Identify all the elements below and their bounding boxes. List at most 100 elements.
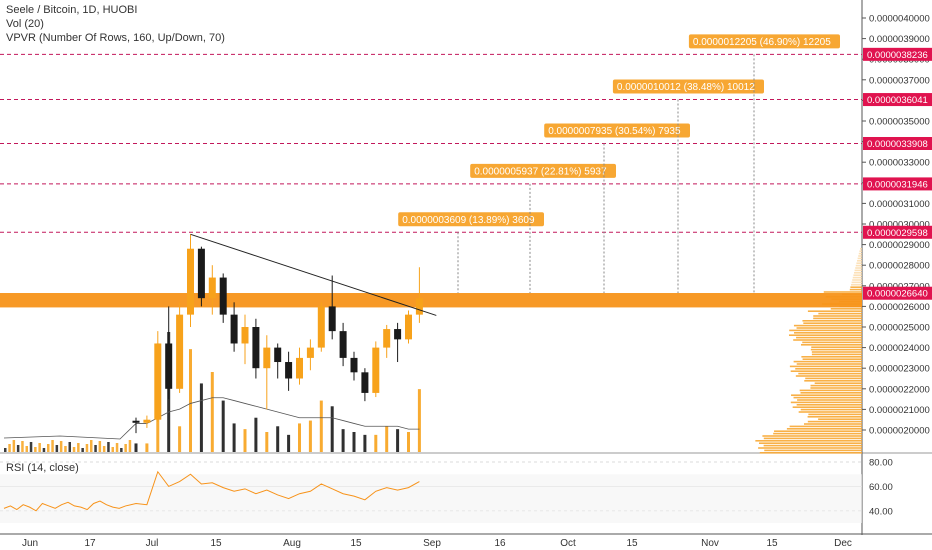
- candle-body[interactable]: [230, 314, 238, 344]
- candle-body[interactable]: [372, 347, 380, 393]
- target-box: [470, 163, 616, 178]
- current-price-label: 0.0000026640: [867, 289, 928, 300]
- price-tick-label: 0.0000025000: [869, 323, 930, 334]
- candle-body[interactable]: [252, 327, 260, 369]
- candle-body[interactable]: [285, 362, 293, 379]
- vpvr-bar: [804, 423, 862, 425]
- candle-body[interactable]: [350, 357, 358, 373]
- candle-body[interactable]: [187, 248, 194, 315]
- candle-body[interactable]: [361, 372, 369, 393]
- volume-bar: [330, 406, 334, 452]
- vpvr-bar: [810, 387, 862, 389]
- level-price-box: [863, 177, 932, 191]
- vpvr-bar: [796, 336, 862, 339]
- vpvr-bar: [807, 420, 862, 423]
- volume-bar: [178, 426, 182, 452]
- price-tick-label: 0.0000023000: [869, 364, 930, 375]
- candle-body[interactable]: [241, 327, 249, 344]
- vpvr-bar: [811, 353, 862, 356]
- candle-body[interactable]: [383, 329, 391, 348]
- volume-bar: [134, 443, 138, 452]
- vpvr-bar: [813, 317, 862, 320]
- vpvr-bar: [804, 380, 862, 382]
- candle-body[interactable]: [317, 306, 325, 348]
- volume-bar: [124, 444, 127, 452]
- time-tick-label: Aug: [283, 538, 301, 549]
- descending-trendline[interactable]: [190, 233, 437, 316]
- chart-title: Seele / Bitcoin, 1D, HUOBI: [6, 4, 138, 16]
- vpvr-bar: [793, 396, 862, 399]
- target-label: 0.0000005937 (22.81%) 5937: [474, 166, 607, 177]
- vpvr-bar: [789, 329, 862, 332]
- vpvr-bar: [758, 442, 862, 444]
- rsi-tick-label: 80.00: [869, 458, 893, 469]
- volume-bar: [72, 447, 76, 452]
- volume-bar: [81, 448, 84, 452]
- candle-body[interactable]: [132, 420, 140, 423]
- candle-body[interactable]: [176, 314, 184, 389]
- vpvr-bar: [755, 440, 862, 442]
- volume-bar: [111, 447, 114, 452]
- volume-bar: [145, 443, 149, 452]
- candle-body[interactable]: [394, 329, 402, 340]
- candle-body[interactable]: [165, 343, 173, 389]
- rsi-band: [0, 474, 862, 523]
- volume-bar: [34, 447, 37, 452]
- target-box: [688, 34, 840, 49]
- vpvr-bar: [807, 310, 862, 312]
- candle-body[interactable]: [274, 347, 282, 363]
- candle-body[interactable]: [219, 277, 227, 315]
- time-tick-label: 15: [626, 538, 638, 549]
- vpvr-bar: [802, 320, 862, 322]
- level-price-label: 0.0000033908: [867, 139, 928, 150]
- vpvr-bar: [860, 248, 862, 250]
- volume-bar: [107, 442, 110, 452]
- vpvr-bar: [811, 351, 862, 353]
- candle-body[interactable]: [197, 248, 205, 299]
- vpvr-bar: [798, 411, 862, 413]
- candle-body[interactable]: [415, 298, 423, 315]
- price-tick-label: 0.0000039000: [869, 34, 930, 45]
- vpvr-bar: [813, 315, 862, 317]
- candle-body[interactable]: [328, 306, 336, 332]
- vpvr-legend: VPVR (Number Of Rows, 160, Up/Down, 70): [6, 32, 225, 44]
- candle-body[interactable]: [405, 314, 412, 340]
- target-box: [612, 79, 764, 94]
- candle-body[interactable]: [296, 357, 303, 379]
- level-price-box: [863, 93, 932, 107]
- time-tick-label: 16: [494, 538, 506, 549]
- candle-body[interactable]: [208, 277, 216, 299]
- vpvr-bar: [799, 389, 862, 392]
- vpvr-bar: [818, 312, 862, 315]
- volume-bar: [98, 441, 102, 452]
- volume-bar: [85, 444, 89, 452]
- level-price-box: [863, 47, 932, 61]
- vpvr-bar: [763, 437, 862, 440]
- level-price-box: [863, 136, 932, 150]
- volume-legend: Vol (20): [6, 18, 44, 30]
- candle-body[interactable]: [263, 347, 271, 369]
- vpvr-bar: [849, 288, 862, 291]
- vpvr-bar: [774, 430, 862, 432]
- candle-body[interactable]: [143, 419, 151, 423]
- candle-body[interactable]: [154, 343, 162, 420]
- current-price-box: [863, 286, 932, 300]
- price-tick-label: 0.0000033000: [869, 158, 930, 169]
- candle-body[interactable]: [339, 331, 347, 358]
- resistance-zone: [0, 293, 862, 308]
- vpvr-bar: [805, 377, 862, 380]
- vpvr-bar: [786, 428, 862, 430]
- vpvr-bar: [763, 444, 862, 447]
- vpvr-bar: [803, 322, 862, 324]
- vpvr-bar: [857, 257, 862, 260]
- time-tick-label: 17: [84, 538, 96, 549]
- vpvr-bar: [795, 368, 862, 370]
- vpvr-bar: [854, 269, 862, 272]
- candle-body[interactable]: [306, 347, 314, 358]
- vpvr-bar: [811, 346, 862, 348]
- volume-bar: [38, 443, 41, 452]
- time-tick-label: 15: [350, 538, 362, 549]
- price-tick-label: 0.0000029000: [869, 240, 930, 251]
- vpvr-bar: [758, 447, 862, 449]
